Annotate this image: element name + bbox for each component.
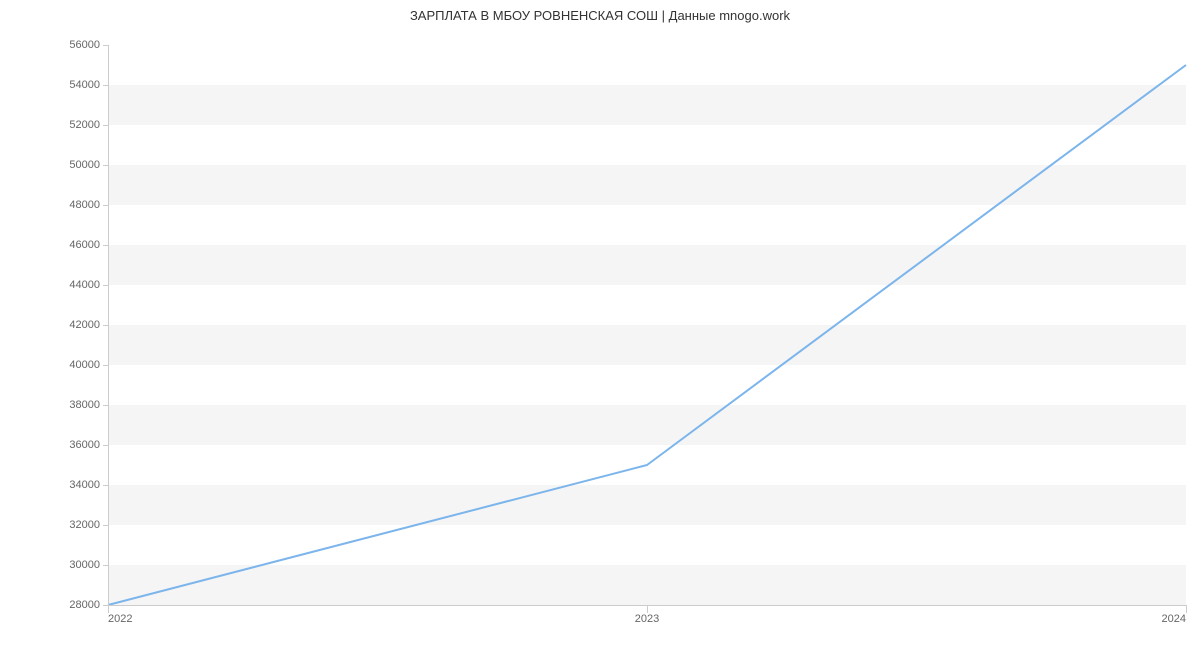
y-tick-label: 32000 bbox=[69, 519, 100, 531]
x-tick-mark bbox=[1186, 605, 1187, 613]
y-axis-line bbox=[108, 45, 109, 605]
y-tick-label: 48000 bbox=[69, 199, 100, 211]
x-tick-label: 2024 bbox=[1162, 613, 1186, 625]
chart-container: ЗАРПЛАТА В МБОУ РОВНЕНСКАЯ СОШ | Данные … bbox=[0, 0, 1200, 650]
y-tick-label: 34000 bbox=[69, 479, 100, 491]
y-tick-label: 40000 bbox=[69, 359, 100, 371]
x-axis-line bbox=[108, 605, 1186, 606]
line-series-svg bbox=[108, 45, 1186, 605]
line-series bbox=[108, 65, 1186, 605]
y-tick-label: 36000 bbox=[69, 439, 100, 451]
y-tick-label: 38000 bbox=[69, 399, 100, 411]
y-tick-label: 46000 bbox=[69, 239, 100, 251]
x-tick-mark bbox=[108, 605, 109, 613]
y-tick-label: 54000 bbox=[69, 79, 100, 91]
y-tick-label: 42000 bbox=[69, 319, 100, 331]
y-tick-label: 44000 bbox=[69, 279, 100, 291]
y-tick-label: 56000 bbox=[69, 39, 100, 51]
plot-area: 2800030000320003400036000380004000042000… bbox=[108, 45, 1186, 605]
x-tick-label: 2023 bbox=[635, 613, 659, 625]
x-tick-mark bbox=[647, 605, 648, 613]
y-tick-label: 52000 bbox=[69, 119, 100, 131]
y-tick-label: 30000 bbox=[69, 559, 100, 571]
chart-title: ЗАРПЛАТА В МБОУ РОВНЕНСКАЯ СОШ | Данные … bbox=[0, 8, 1200, 23]
x-tick-label: 2022 bbox=[108, 613, 132, 625]
y-tick-label: 28000 bbox=[69, 599, 100, 611]
y-tick-label: 50000 bbox=[69, 159, 100, 171]
